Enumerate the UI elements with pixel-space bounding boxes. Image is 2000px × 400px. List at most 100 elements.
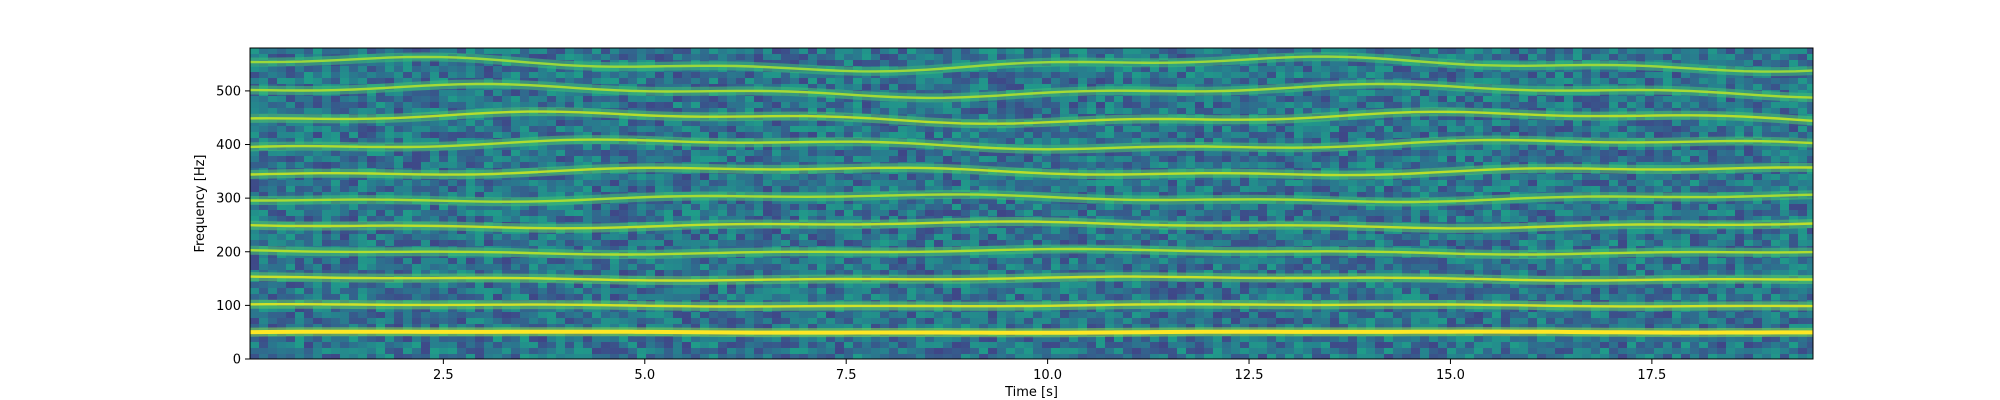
spectrogram-cell: [880, 210, 890, 217]
spectrogram-cell: [1528, 210, 1538, 217]
spectrogram-cell: [250, 150, 260, 157]
spectrogram-cell: [790, 198, 800, 205]
spectrogram-cell: [1771, 144, 1781, 151]
spectrogram-cell: [1249, 156, 1259, 163]
spectrogram-cell: [1663, 132, 1673, 139]
spectrogram-cell: [493, 48, 503, 55]
spectrogram-cell: [997, 108, 1007, 115]
spectrogram-cell: [1789, 150, 1799, 157]
spectrogram-cell: [1474, 192, 1484, 199]
spectrogram-cell: [1087, 96, 1097, 103]
spectrogram-cell: [1573, 102, 1583, 109]
spectrogram-cell: [448, 162, 458, 169]
spectrogram-cell: [1060, 48, 1070, 55]
spectrogram-cell: [1015, 114, 1025, 121]
spectrogram-cell: [1438, 150, 1448, 157]
spectrogram-cell: [1285, 186, 1295, 193]
spectrogram-cell: [1213, 102, 1223, 109]
spectrogram-cell: [1474, 78, 1484, 85]
spectrogram-cell: [1726, 102, 1736, 109]
spectrogram-cell: [1393, 120, 1403, 127]
spectrogram-cell: [286, 138, 296, 145]
spectrogram-cell: [556, 150, 566, 157]
spectrogram-cell: [1438, 48, 1448, 55]
spectrogram-cell: [1168, 138, 1178, 145]
spectrogram-cell: [358, 138, 368, 145]
spectrogram-cell: [1591, 72, 1601, 79]
spectrogram-cell: [331, 138, 341, 145]
spectrogram-cell: [718, 198, 728, 205]
spectrogram-cell: [1060, 126, 1070, 133]
spectrogram-cell: [430, 48, 440, 55]
spectrogram-cell: [1042, 54, 1052, 61]
spectrogram-cell: [1123, 102, 1133, 109]
spectrogram-cell: [1069, 210, 1079, 217]
spectrogram-cell: [610, 174, 620, 181]
spectrogram-cell: [349, 108, 359, 115]
spectrogram-cell: [1663, 96, 1673, 103]
spectrogram-cell: [493, 102, 503, 109]
spectrogram-cell: [1213, 162, 1223, 169]
spectrogram-cell: [1159, 138, 1169, 145]
spectrogram-cell: [736, 174, 746, 181]
spectrogram-cell: [790, 126, 800, 133]
spectrogram-cell: [1384, 204, 1394, 211]
spectrogram-cell: [1465, 96, 1475, 103]
spectrogram-cell: [1807, 180, 1813, 187]
spectrogram-cell: [394, 102, 404, 109]
spectrogram-cell: [1744, 120, 1754, 127]
spectrogram-cell: [817, 216, 827, 223]
spectrogram-cell: [979, 186, 989, 193]
spectrogram-cell: [1510, 132, 1520, 139]
spectrogram-cell: [1042, 132, 1052, 139]
spectrogram-cell: [1078, 138, 1088, 145]
spectrogram-cell: [1231, 138, 1241, 145]
spectrogram-cell: [736, 198, 746, 205]
spectrogram-cell: [1546, 96, 1556, 103]
spectrogram-cell: [1420, 126, 1430, 133]
spectrogram-cell: [1087, 132, 1097, 139]
spectrogram-cell: [1384, 120, 1394, 127]
spectrogram-cell: [1159, 180, 1169, 187]
spectrogram-cell: [1348, 192, 1358, 199]
spectrogram-cell: [1780, 150, 1790, 157]
spectrogram-cell: [601, 72, 611, 79]
spectrogram-cell: [1438, 78, 1448, 85]
spectrogram-cell: [1573, 186, 1583, 193]
spectrogram-cell: [1294, 102, 1304, 109]
spectrogram-cell: [700, 132, 710, 139]
spectrogram-cell: [1708, 48, 1718, 55]
spectrogram-cell: [1024, 114, 1034, 121]
spectrogram-cell: [1240, 210, 1250, 217]
spectrogram-cell: [1438, 126, 1448, 133]
spectrogram-cell: [1168, 48, 1178, 55]
spectrogram-cell: [907, 54, 917, 61]
spectrogram-cell: [1087, 78, 1097, 85]
spectrogram-cell: [655, 108, 665, 115]
spectrogram-cell: [1294, 72, 1304, 79]
spectrogram-cell: [1519, 126, 1529, 133]
spectrogram-cell: [1492, 120, 1502, 127]
spectrogram-cell: [286, 150, 296, 157]
spectrogram-cell: [493, 186, 503, 193]
spectrogram-cell: [313, 72, 323, 79]
spectrogram-cell: [457, 210, 467, 217]
spectrogram-cell: [592, 216, 602, 223]
spectrogram-cell: [844, 78, 854, 85]
spectrogram-cell: [700, 48, 710, 55]
spectrogram-cell: [1240, 132, 1250, 139]
spectrogram-cell: [1492, 210, 1502, 217]
spectrogram-cell: [1438, 66, 1448, 73]
spectrogram-cell: [358, 204, 368, 211]
spectrogram-cell: [1501, 120, 1511, 127]
spectrogram-cell: [862, 102, 872, 109]
spectrogram-cell: [1546, 174, 1556, 181]
spectrogram-cell: [1240, 48, 1250, 55]
spectrogram-cell: [385, 204, 395, 211]
spectrogram-cell: [1447, 114, 1457, 121]
spectrogram-cell: [331, 210, 341, 217]
spectrogram-cell: [1033, 180, 1043, 187]
spectrogram-cell: [1231, 180, 1241, 187]
spectrogram-cell: [313, 180, 323, 187]
spectrogram-cell: [673, 54, 683, 61]
